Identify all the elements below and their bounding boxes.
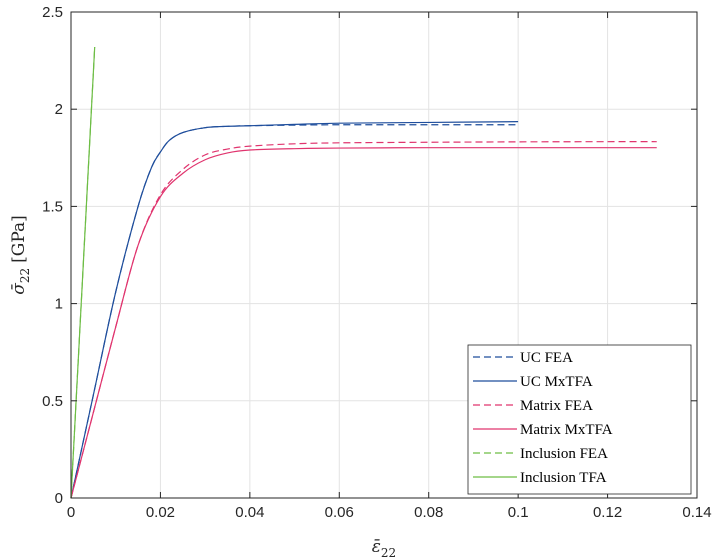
series-line-inclusion-tfa xyxy=(70,46,96,499)
legend-label-uc-fea: UC FEA xyxy=(520,350,573,366)
y-tick-label: 2.5 xyxy=(42,4,63,21)
y-tick-labels: 0 0.5 1 1.5 2 2.5 xyxy=(42,4,63,507)
series-line-uc-mxtfa xyxy=(70,121,519,499)
legend-label-inclusion-tfa: Inclusion TFA xyxy=(520,470,607,486)
x-tick-label: 0 xyxy=(67,504,75,521)
y-axis-subscript: 22 xyxy=(18,268,32,283)
x-tick-label: 0.08 xyxy=(414,504,443,521)
x-axis-label: ε̄22 xyxy=(372,537,396,560)
y-axis-symbol: σ̄ xyxy=(9,283,29,295)
x-axis-subscript: 22 xyxy=(381,546,396,560)
tick-marks xyxy=(70,11,698,499)
series-layer xyxy=(70,46,657,499)
x-axis-symbol: ε̄ xyxy=(372,537,381,557)
legend-label-inclusion-fea: Inclusion FEA xyxy=(520,446,608,462)
series-line-matrix-mxtfa xyxy=(70,147,657,499)
plot-frame xyxy=(70,11,698,499)
y-axis-unit: [GPa] xyxy=(9,215,29,263)
x-tick-labels: 0 0.02 0.04 0.06 0.08 0.1 0.12 0.14 xyxy=(67,504,712,521)
legend-label-matrix-mxtfa: Matrix MxTFA xyxy=(520,422,613,438)
y-tick-label: 0.5 xyxy=(42,393,63,410)
x-tick-label: 0.04 xyxy=(235,504,264,521)
x-tick-label: 0.02 xyxy=(146,504,175,521)
legend-box xyxy=(467,344,692,495)
y-tick-label: 2 xyxy=(55,101,63,118)
legend: UC FEA UC MxTFA Matrix FEA Matrix MxTFA Incl… xyxy=(467,344,692,495)
x-tick-label: 0.14 xyxy=(682,504,711,521)
legend-label-uc-mxtfa: UC MxTFA xyxy=(520,374,593,390)
legend-label-matrix-fea: Matrix FEA xyxy=(520,398,593,414)
x-tick-label: 0.1 xyxy=(508,504,529,521)
y-axis-label: σ̄22 [GPa] xyxy=(9,215,32,295)
x-tick-label: 0.12 xyxy=(593,504,622,521)
x-tick-label: 0.06 xyxy=(325,504,354,521)
y-tick-label: 1.5 xyxy=(42,198,63,215)
y-tick-label: 1 xyxy=(55,296,63,313)
y-tick-label: 0 xyxy=(55,490,63,507)
